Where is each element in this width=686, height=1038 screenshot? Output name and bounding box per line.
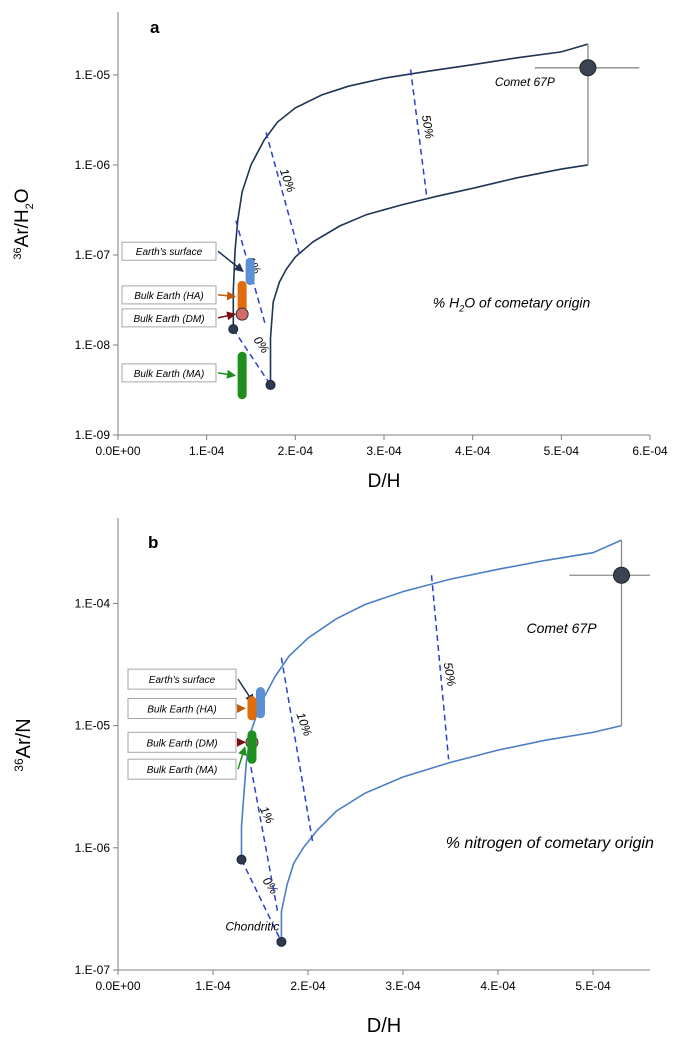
x-tick-label: 2.E-04: [290, 979, 326, 993]
annotation-pre: % H: [433, 295, 460, 311]
iso-line-label: 10%: [277, 167, 298, 195]
y-tick-label: 1.E-09: [75, 428, 111, 442]
mixing-curve: [269, 164, 589, 385]
y-tick-label: 1.E-05: [75, 719, 111, 733]
iso-line: [430, 575, 450, 760]
iso-line-label: 50%: [441, 661, 459, 687]
iso-line: [265, 132, 301, 256]
panel-b: 0.0E+00 1.E-04 2.E-04 3.E-04 4.E-04 5.E-04 1.E…: [12, 518, 654, 1037]
end-member-point: [265, 379, 276, 390]
annotation-post: O of cometary origin: [464, 295, 590, 311]
iso-line-label: 0%: [251, 334, 273, 357]
iso-line: [248, 757, 279, 912]
comet-label: Comet 67P: [527, 620, 598, 636]
mixing-curve: [240, 539, 622, 860]
y-axis-title-main: Ar/H: [12, 209, 33, 247]
y-axis-title: 36Ar/N: [12, 718, 35, 771]
y-axis-title-main: Ar/N: [13, 718, 35, 758]
reservoir-arrow: [217, 291, 237, 301]
reservoir-label: Bulk Earth (HA): [147, 705, 216, 716]
x-tick-label: 5.E-04: [575, 979, 611, 993]
reservoir-label: Bulk Earth (DM): [146, 738, 217, 749]
reservoir-label: Bulk Earth (HA): [134, 291, 203, 302]
x-tick-label: 4.E-04: [480, 979, 516, 993]
y-tick-label: 1.E-06: [75, 158, 111, 172]
y-tick-label: 1.E-07: [75, 248, 111, 262]
iso-line: [280, 657, 314, 843]
reservoir-point: [235, 307, 249, 321]
x-tick-label: 5.E-04: [544, 444, 580, 458]
y-tick-label: 1.E-05: [75, 68, 111, 82]
x-tick-label: 3.E-04: [385, 979, 421, 993]
panel-a: 0.0E+00 1.E-04 2.E-04 3.E-04 4.E-04 5.E-04 6.E…: [12, 12, 668, 492]
iso-line-label: 1%: [257, 804, 277, 826]
reservoir-label-box: [121, 285, 217, 305]
y-axis-title-sup: 36: [12, 758, 26, 772]
reservoir-arrow: [217, 311, 237, 321]
mixing-curve: [232, 43, 589, 330]
reservoir-label: Bulk Earth (DM): [133, 314, 204, 325]
reservoir-label: Bulk Earth (MA): [134, 369, 205, 380]
x-tick-label: 1.E-04: [195, 979, 231, 993]
panel-label: b: [148, 533, 158, 552]
reservoir-arrow: [237, 746, 247, 770]
y-axis-title-tail: O: [12, 188, 33, 203]
reservoir-arrow: [217, 250, 244, 272]
reservoir-label: Earth's surface: [149, 675, 216, 686]
iso-line: [232, 328, 272, 386]
comet-label: Comet 67P: [495, 75, 555, 89]
y-tick-label: 1.E-04: [75, 596, 111, 610]
y-axis-title: 36Ar/H2O: [12, 188, 36, 259]
reservoir-label-box: [121, 363, 217, 383]
x-axis-title: D/H: [367, 1015, 401, 1037]
cometary-origin-annotation: % H2O of cometary origin: [433, 295, 591, 314]
y-tick-label: 1.E-07: [75, 963, 111, 977]
reservoir-label-box: [121, 241, 217, 261]
comet-point: [579, 59, 597, 77]
x-tick-label: 6.E-04: [632, 444, 668, 458]
x-tick-label: 1.E-04: [189, 444, 225, 458]
mixing-curve: [280, 724, 622, 942]
reservoir-label: Bulk Earth (MA): [147, 765, 218, 776]
iso-line-label: 50%: [419, 114, 437, 140]
cometary-origin-annotation: % nitrogen of cometary origin: [446, 835, 654, 852]
reservoir-arrow: [217, 369, 237, 379]
y-tick-label: 1.E-08: [75, 338, 111, 352]
x-tick-label: 0.0E+00: [95, 979, 140, 993]
y-axis-title-sub: 2: [24, 203, 36, 209]
end-member-point: [276, 936, 287, 947]
annotation-sub: 2: [458, 304, 464, 314]
reservoir-label-box: [127, 668, 237, 690]
panel-label: a: [150, 18, 160, 37]
annotation-pre: % nitrogen of cometary origin: [446, 835, 654, 852]
y-tick-label: 1.E-06: [75, 841, 111, 855]
x-tick-label: 4.E-04: [455, 444, 491, 458]
reservoir-label-box: [127, 698, 237, 720]
y-axis-title-sup: 36: [12, 247, 24, 259]
iso-line-label: 10%: [293, 711, 314, 739]
iso-line: [409, 69, 428, 196]
reservoir-label-box: [127, 731, 237, 753]
reservoir-label-box: [121, 308, 217, 328]
x-axis-title: D/H: [368, 471, 401, 492]
x-tick-label: 3.E-04: [366, 444, 402, 458]
iso-line: [240, 859, 283, 943]
reservoir-label: Earth's surface: [136, 247, 203, 258]
end-member-point: [228, 324, 239, 335]
chondritic-label: Chondritic: [225, 920, 279, 934]
iso-line-label: 0%: [260, 874, 282, 897]
x-tick-label: 2.E-04: [278, 444, 314, 458]
end-member-point: [236, 854, 247, 865]
reservoir-label-box: [127, 758, 237, 780]
x-tick-label: 0.0E+00: [95, 444, 140, 458]
comet-point: [613, 566, 630, 584]
